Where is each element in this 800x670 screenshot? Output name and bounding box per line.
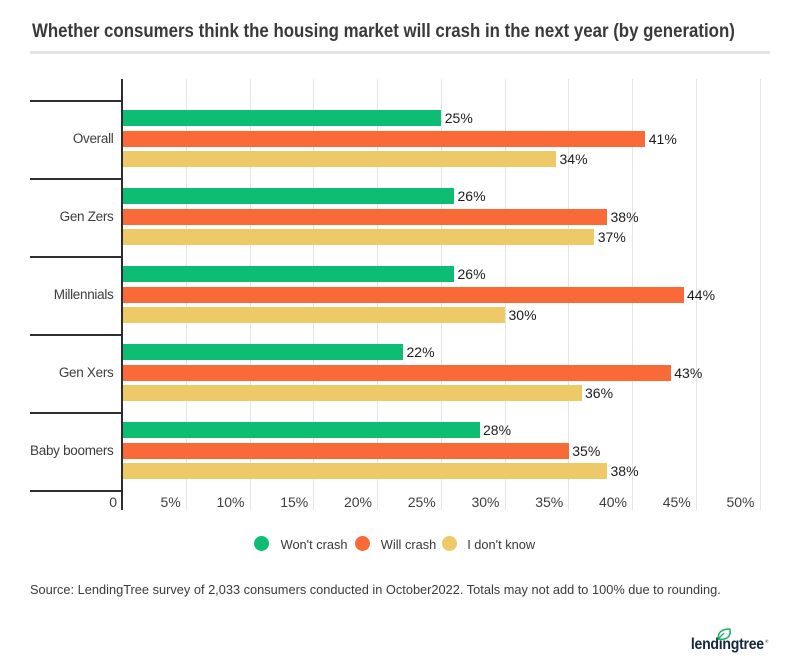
svg-text:lendıngtree: lendıngtree xyxy=(691,636,764,653)
svg-text:®: ® xyxy=(765,638,769,644)
